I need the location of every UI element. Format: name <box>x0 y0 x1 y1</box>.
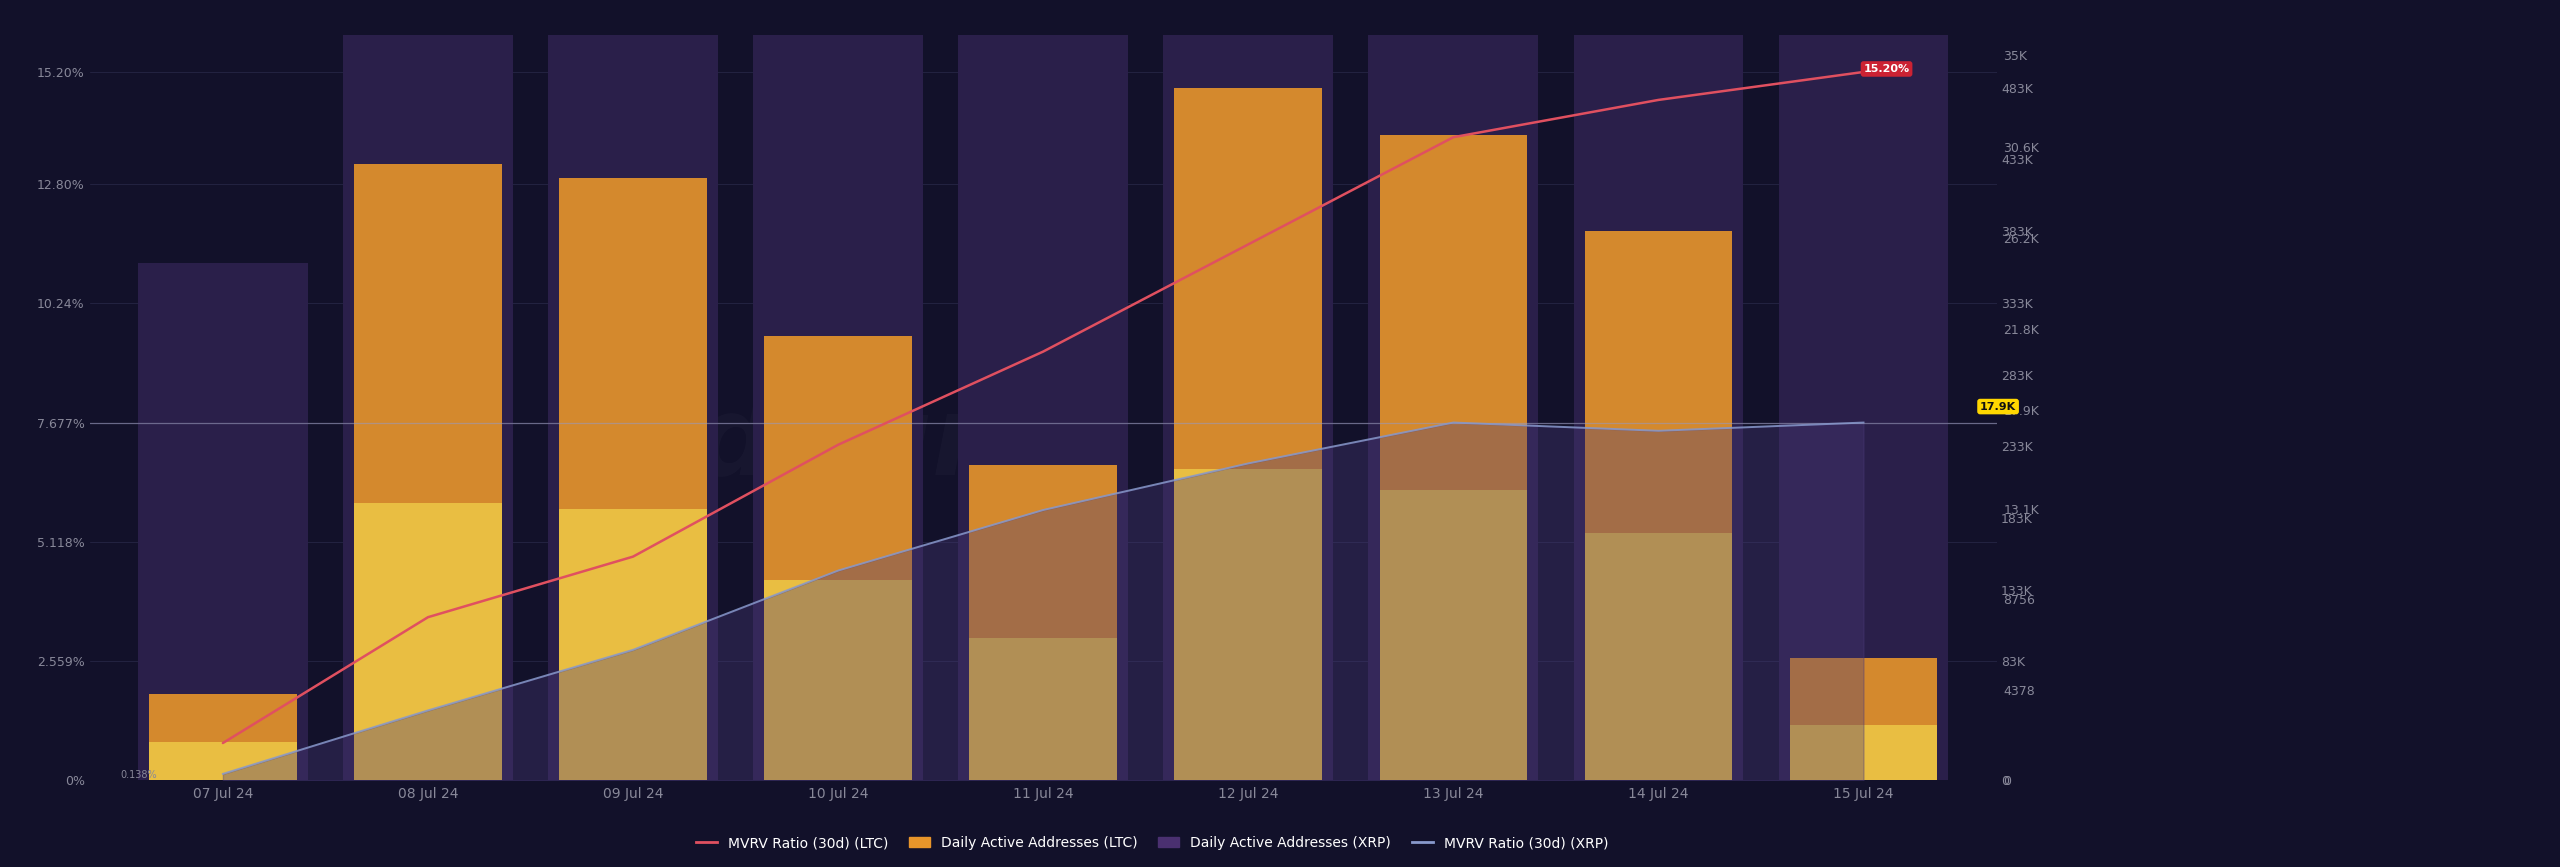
Bar <box>1585 231 1733 533</box>
Text: 17.9K: 17.9K <box>1979 401 2017 412</box>
Bar <box>1789 726 1938 780</box>
Bar <box>753 0 924 780</box>
Bar <box>138 263 307 780</box>
Bar <box>970 465 1116 638</box>
Bar <box>1162 0 1334 780</box>
Bar <box>1380 490 1528 780</box>
Bar <box>558 509 707 780</box>
Text: duune: duune <box>694 391 1088 499</box>
Bar <box>148 741 297 780</box>
Text: 0.138%: 0.138% <box>120 770 156 780</box>
Text: 15.20%: 15.20% <box>1864 64 1910 74</box>
Bar <box>1175 88 1321 469</box>
Bar <box>970 638 1116 780</box>
Bar <box>1380 135 1528 490</box>
Bar <box>548 0 717 780</box>
Bar <box>765 336 911 580</box>
Legend: MVRV Ratio (30d) (LTC), Daily Active Addresses (LTC), Daily Active Addresses (XR: MVRV Ratio (30d) (LTC), Daily Active Add… <box>691 831 1613 856</box>
Bar <box>353 164 502 503</box>
Bar <box>353 503 502 780</box>
Bar <box>1175 469 1321 780</box>
Bar <box>1585 533 1733 780</box>
Bar <box>558 178 707 509</box>
Bar <box>343 0 512 780</box>
Bar <box>1779 0 1948 780</box>
Bar <box>765 580 911 780</box>
Bar <box>1574 0 1743 780</box>
Bar <box>148 694 297 741</box>
Bar <box>1789 658 1938 726</box>
Bar <box>957 0 1129 780</box>
Bar <box>1370 0 1539 780</box>
